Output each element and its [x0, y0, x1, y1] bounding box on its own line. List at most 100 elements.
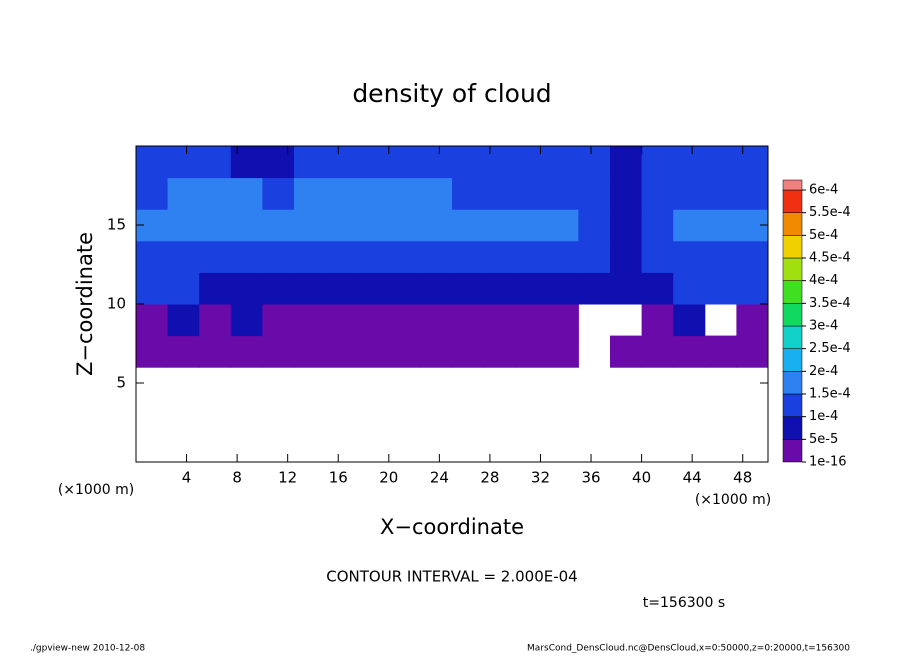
colorbar-label: 3.5e-4: [809, 296, 851, 311]
cell: [167, 272, 200, 305]
colorbar-label: 6e-4: [809, 183, 838, 198]
cell: [230, 335, 263, 368]
x-tick-label: 4: [182, 469, 192, 487]
y-axis-label: Z−coordinate: [73, 232, 97, 376]
cell: [641, 146, 674, 179]
cell: [578, 146, 611, 179]
cell: [452, 335, 485, 368]
cell: [641, 304, 674, 337]
colorbar-label: 4.5e-4: [809, 251, 851, 266]
cell: [641, 209, 674, 242]
cell: [546, 209, 579, 242]
cell: [167, 240, 200, 273]
cell: [452, 304, 485, 337]
cell: [136, 272, 169, 305]
cell: [704, 177, 737, 210]
cell: [294, 209, 327, 242]
cell: [136, 146, 169, 179]
colorbar-swatch: [782, 348, 803, 372]
cell: [136, 335, 169, 368]
cell: [515, 240, 548, 273]
cell: [199, 177, 232, 210]
colorbar-label: 5e-4: [809, 228, 838, 243]
cell: [736, 304, 769, 337]
colorbar-swatch: [782, 393, 803, 417]
cell: [610, 240, 643, 273]
cell: [420, 335, 453, 368]
cell: [294, 304, 327, 337]
cell: [610, 177, 643, 210]
cell: [673, 240, 706, 273]
cell: [515, 304, 548, 337]
colorbar-label: 1e-16: [809, 455, 847, 470]
cell: [610, 209, 643, 242]
cell: [515, 209, 548, 242]
x-tick-label: 36: [581, 469, 600, 487]
cell: [420, 304, 453, 337]
cell: [199, 272, 232, 305]
cell: [736, 146, 769, 179]
cell: [294, 335, 327, 368]
cell: [357, 177, 390, 210]
cell: [388, 272, 421, 305]
colorbar-swatch: [782, 371, 803, 395]
time-label: t=156300 s: [643, 595, 725, 611]
cell: [515, 146, 548, 179]
cell: [673, 209, 706, 242]
cell: [515, 335, 548, 368]
cell: [388, 146, 421, 179]
cell: [230, 240, 263, 273]
colorbar-swatch: [782, 257, 803, 281]
colorbar-swatch: [782, 189, 803, 213]
cell: [736, 272, 769, 305]
x-unit-label: (×1000 m): [58, 482, 134, 498]
cell: [673, 177, 706, 210]
cell: [167, 177, 200, 210]
cell: [578, 177, 611, 210]
cell: [325, 304, 358, 337]
cell: [357, 335, 390, 368]
cell: [420, 209, 453, 242]
cell: [357, 209, 390, 242]
cell: [262, 335, 295, 368]
cell: [578, 272, 611, 305]
cell: [199, 146, 232, 179]
cell: [546, 272, 579, 305]
cell: [641, 335, 674, 368]
colorbar-label: 2.5e-4: [809, 341, 851, 356]
colorbar-swatch: [782, 439, 803, 463]
cell: [452, 209, 485, 242]
cell: [420, 272, 453, 305]
cell: [641, 272, 674, 305]
cell: [357, 304, 390, 337]
cell: [325, 240, 358, 273]
cell: [262, 146, 295, 179]
x-tick-label: 24: [430, 469, 449, 487]
colorbar-swatch: [782, 303, 803, 327]
cell: [420, 177, 453, 210]
cell: [230, 304, 263, 337]
cell: [262, 272, 295, 305]
cell: [136, 304, 169, 337]
x-unit-label: (×1000 m): [695, 492, 771, 508]
cell: [452, 177, 485, 210]
x-tick-label: 32: [531, 469, 550, 487]
cell: [641, 240, 674, 273]
cell: [704, 272, 737, 305]
colorbar-swatch: [782, 212, 803, 236]
x-axis-label: X−coordinate: [380, 515, 524, 539]
contour-interval: CONTOUR INTERVAL = 2.000E-04: [326, 568, 577, 586]
cell: [483, 272, 516, 305]
cell: [199, 304, 232, 337]
cell: [167, 146, 200, 179]
cell: [294, 146, 327, 179]
colorbar-label: 5.5e-4: [809, 205, 851, 220]
cell: [388, 209, 421, 242]
cell: [357, 146, 390, 179]
colorbar-label: 4e-4: [809, 273, 838, 288]
colorbar-label: 3e-4: [809, 319, 838, 334]
y-tick-label: 5: [116, 374, 126, 392]
cell: [483, 335, 516, 368]
cell: [230, 272, 263, 305]
